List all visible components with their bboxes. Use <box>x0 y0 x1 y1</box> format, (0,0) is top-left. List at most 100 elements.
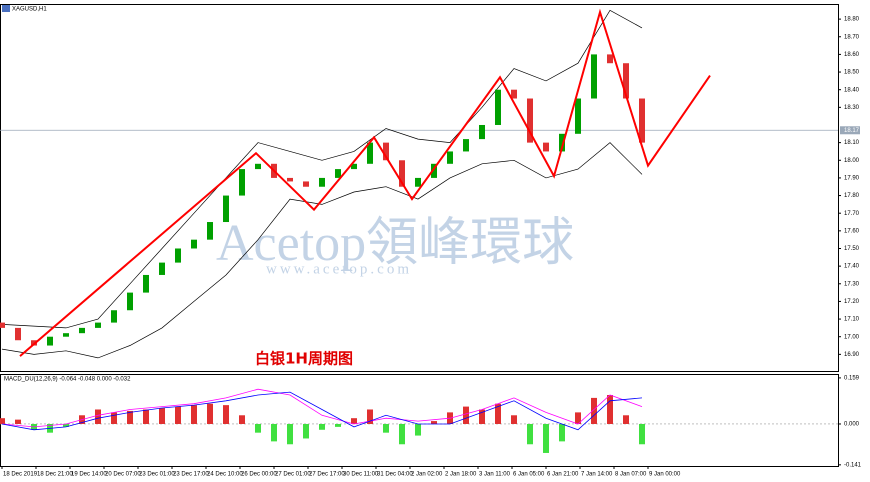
candle <box>255 163 261 170</box>
candle <box>447 151 453 164</box>
candle <box>351 163 357 170</box>
current-price-label: 18.17 <box>844 128 860 134</box>
y-tick-label: 18.10 <box>844 140 860 146</box>
macd-bar <box>95 409 101 424</box>
y-tick-label: 18.70 <box>844 34 860 40</box>
macd-bar <box>367 409 373 424</box>
macd-bar <box>319 423 325 430</box>
x-tick-label: 8 Jan 07:00 <box>615 472 647 478</box>
candle <box>463 139 469 152</box>
y-tick-label: 17.40 <box>844 264 860 270</box>
annotation: 白银1H周期图 <box>255 350 353 368</box>
macd-bar <box>479 409 485 424</box>
zigzag-line <box>19 8 711 357</box>
y-tick-label: 18.50 <box>844 70 860 76</box>
candle <box>399 160 405 187</box>
y-tick-label: 17.10 <box>844 317 860 323</box>
macd-bar <box>351 418 357 424</box>
price-panel <box>0 4 839 372</box>
macd-panel <box>0 374 839 467</box>
candle <box>431 163 437 178</box>
x-tick-label: 6 Jan 05:00 <box>513 472 545 478</box>
candle <box>111 310 117 323</box>
candle <box>127 292 133 311</box>
candle <box>79 327 85 334</box>
candle <box>95 322 101 328</box>
macd-bar <box>607 394 613 424</box>
x-tick-label: 18 Dec 2019 <box>3 472 38 478</box>
macd-bar <box>463 406 469 424</box>
macd-bar <box>623 415 629 424</box>
y-tick-label: 17.50 <box>844 246 860 252</box>
candle <box>239 169 245 196</box>
macd-bar <box>559 423 565 442</box>
y-tick-label: 18.40 <box>844 87 860 93</box>
macd-bar <box>63 423 69 427</box>
macd-bar <box>191 405 197 424</box>
candle <box>639 98 645 143</box>
macd-line <box>1 388 643 428</box>
y-tick-label: 18.30 <box>844 105 860 111</box>
y-tick-label: 17.30 <box>844 281 860 287</box>
x-tick-label: 6 Jan 21:00 <box>547 472 579 478</box>
macd-bar <box>111 412 117 424</box>
y-tick-label: 17.80 <box>844 193 860 199</box>
candle <box>63 333 69 337</box>
candle <box>591 54 597 99</box>
candle <box>511 89 517 99</box>
candle <box>287 177 293 182</box>
x-tick-label: 18 Dec 21:00 <box>37 472 73 478</box>
candle <box>15 327 21 341</box>
y-tick-label: -0.141 <box>844 462 862 468</box>
watermark: Acetop領峰環球 <box>216 215 574 272</box>
candle <box>575 98 581 134</box>
macd-bar <box>15 419 21 424</box>
macd-bar <box>127 410 133 424</box>
candle <box>223 195 229 223</box>
candle <box>623 63 629 99</box>
y-tick-label: 17.90 <box>844 175 860 181</box>
candle <box>479 124 485 140</box>
candle <box>143 274 149 293</box>
y-tick-label: 0.000 <box>844 422 860 428</box>
candle <box>527 98 533 143</box>
macd-bar <box>207 403 213 424</box>
y-tick-label: 16.90 <box>844 352 860 358</box>
candle <box>0 322 5 328</box>
candle <box>367 142 373 164</box>
macd-bar <box>383 423 389 433</box>
macd-bar <box>335 423 341 427</box>
x-tick-label: 27 Dec 17:00 <box>309 472 345 478</box>
x-tick-label: 7 Jan 14:00 <box>581 472 613 478</box>
x-tick-label: 2 Jan 02:00 <box>411 472 443 478</box>
candle <box>303 181 309 187</box>
macd-bar <box>543 423 549 453</box>
macd-bar <box>175 406 181 424</box>
macd-bar <box>239 415 245 424</box>
candle <box>335 169 341 178</box>
macd-bar <box>575 412 581 424</box>
macd-bar <box>511 415 517 424</box>
x-tick-label: 20 Dec 07:00 <box>105 472 141 478</box>
candle <box>607 54 613 64</box>
candle <box>207 222 213 240</box>
macd-bar <box>303 423 309 439</box>
x-tick-label: 27 Dec 01:00 <box>275 472 311 478</box>
y-tick-label: 17.70 <box>844 211 860 217</box>
y-tick-label: 18.00 <box>844 158 860 164</box>
x-tick-label: 9 Jan 00:00 <box>649 472 681 478</box>
y-tick-label: 0.159 <box>844 375 860 381</box>
candle <box>47 336 53 346</box>
y-tick-label: 17.20 <box>844 299 860 305</box>
candle <box>543 142 549 152</box>
macd-bar <box>415 423 421 436</box>
x-tick-label: 24 Dec 10:00 <box>207 472 243 478</box>
symbol-icon <box>2 5 10 12</box>
x-tick-label: 2 Jan 18:00 <box>445 472 477 478</box>
candle <box>191 239 197 249</box>
candle <box>415 177 421 187</box>
x-tick-label: 30 Dec 11:00 <box>343 472 379 478</box>
macd-bar <box>223 405 229 424</box>
macd-bar <box>639 423 645 445</box>
y-tick-label: 18.60 <box>844 52 860 58</box>
